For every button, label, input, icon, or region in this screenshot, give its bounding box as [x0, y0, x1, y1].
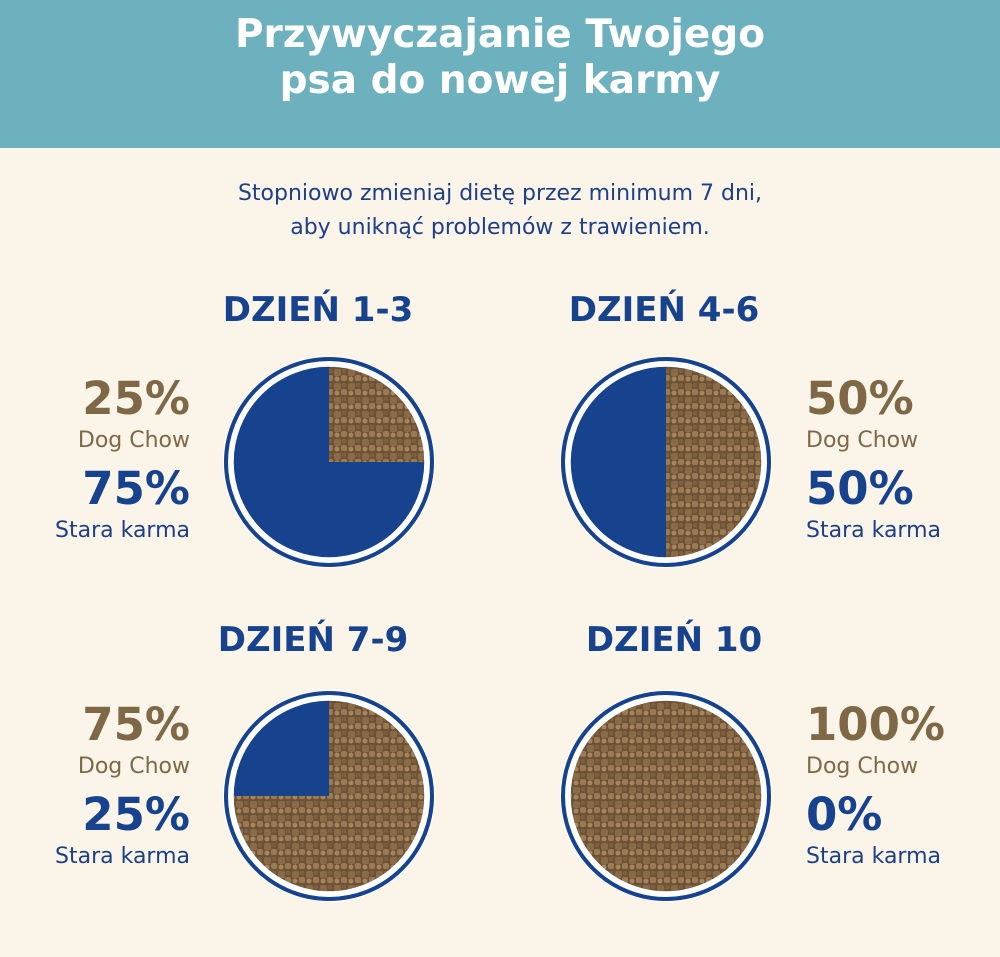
new-food-area [233, 700, 425, 892]
intro-line-1: Stopniowo zmieniaj dietę przez minimum 7… [237, 181, 763, 206]
stage-1-old-label: Stara karma [55, 518, 190, 543]
header-banner: Przywyczajanie Twojego psa do nowej karm… [0, 0, 1000, 148]
bowl-ring-icon [561, 357, 771, 567]
bowl-ring-icon [224, 691, 434, 901]
stage-3-new-label: Dog Chow [77, 754, 190, 779]
bowl-inner-edge-icon [569, 365, 763, 559]
stage-3-new-pct: 75% [82, 698, 190, 751]
new-food-area [570, 700, 762, 892]
stage-2-stats: 50% Dog Chow 50% Stara karma [806, 372, 996, 546]
stage-2-old-pct: 50% [806, 462, 914, 515]
stage-1-old-pct: 75% [82, 462, 190, 515]
stage-4-new-label: Dog Chow [806, 754, 919, 779]
stage-2-new-pct: 50% [806, 372, 914, 425]
bowl-inner-edge-icon [232, 365, 426, 559]
bowl-content-icon [233, 366, 425, 558]
stage-4-old-pct: 0% [806, 788, 883, 841]
bowl-content-icon [570, 366, 762, 558]
intro-text: Stopniowo zmieniaj dietę przez minimum 7… [0, 177, 1000, 245]
stage-1-new-pct: 25% [82, 372, 190, 425]
bowl-ring-icon [224, 357, 434, 567]
bowl-content-icon [233, 700, 425, 892]
intro-line-2: aby uniknąć problemów z trawieniem. [290, 215, 710, 240]
stage-1-stats: 25% Dog Chow 75% Stara karma [0, 372, 190, 546]
stage-2-old-label: Stara karma [806, 518, 941, 543]
bowl-inner-edge-icon [569, 699, 763, 893]
stage-2-day-heading: DZIEŃ 4-6 [568, 290, 760, 330]
bowl-ring-icon [561, 691, 771, 901]
stage-4-bowl-icon [560, 690, 772, 902]
new-food-area [666, 366, 762, 558]
stage-3-stats: 75% Dog Chow 25% Stara karma [0, 698, 190, 872]
bowl-inner-edge-icon [232, 699, 426, 893]
stage-4-stats: 100% Dog Chow 0% Stara karma [806, 698, 996, 872]
page-title: Przywyczajanie Twojego psa do nowej karm… [0, 12, 1000, 104]
stage-1-bowl-icon [223, 356, 435, 568]
stage-4-old-label: Stara karma [806, 844, 941, 869]
stage-3-old-pct: 25% [82, 788, 190, 841]
stage-3-old-label: Stara karma [55, 844, 190, 869]
stage-2-new-label: Dog Chow [806, 428, 919, 453]
stage-3-bowl-icon [223, 690, 435, 902]
stage-4-day-heading: DZIEŃ 10 [585, 620, 763, 660]
title-line-2: psa do nowej karmy [279, 58, 721, 103]
stage-2-bowl-icon [560, 356, 772, 568]
title-line-1: Przywyczajanie Twojego [234, 12, 766, 57]
stage-4-new-pct: 100% [806, 698, 946, 751]
stage-1-day-heading: DZIEŃ 1-3 [222, 290, 414, 330]
stage-1-new-label: Dog Chow [77, 428, 190, 453]
stage-3-day-heading: DZIEŃ 7-9 [217, 620, 409, 660]
bowl-content-icon [570, 700, 762, 892]
